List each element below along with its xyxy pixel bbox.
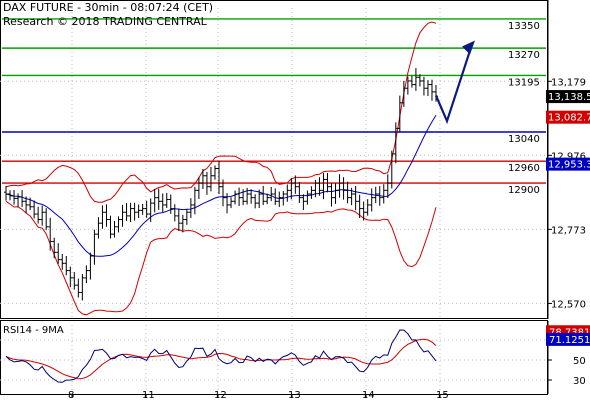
x-axis-label: 14 (362, 390, 375, 400)
rsi-axis-label: 30 (573, 376, 586, 387)
price-bars (4, 68, 438, 301)
moving-average (5, 115, 437, 257)
level-label: 13270 (508, 50, 540, 61)
level-label: 12900 (508, 185, 540, 196)
x-axis-label: 11 (142, 390, 155, 400)
upper-band (5, 21, 437, 203)
x-axis-label: 15 (436, 390, 449, 400)
rsi-panel-frame (0, 320, 548, 395)
rsi-value-label: 78.7381 (549, 327, 590, 338)
x-axis-label: 12 (214, 390, 227, 400)
current-price-label: 13,138.5 (548, 92, 590, 103)
price-axis-label: 12,773 (551, 225, 586, 236)
grid (0, 0, 548, 395)
forecast-arrow-head (462, 40, 475, 55)
lower-band (5, 200, 437, 316)
rsi-title: RSI14 - 9MA (3, 325, 64, 336)
level-label: 13040 (508, 134, 540, 145)
current-price-tag (546, 110, 590, 124)
rsi-line (5, 329, 437, 383)
current-price-tag (546, 157, 590, 171)
level-label: 13350 (508, 21, 540, 32)
chart-subtitle: Research © 2018 TRADING CENTRAL (3, 15, 207, 28)
price-axis-label: 12,570 (551, 299, 586, 310)
price-axis-label: 12,976 (551, 151, 586, 162)
x-axis-label: 13 (288, 390, 301, 400)
level-lines: 13350 13270 13195 13040 12960 12900 (2, 18, 546, 196)
current-price-tag (546, 90, 590, 104)
rsi-ma-line (5, 338, 437, 380)
current-price-label: 12,953.3 (548, 160, 590, 171)
rsi-value-label: 71.1251 (549, 335, 590, 346)
rsi-value-tag (546, 332, 590, 346)
level-label: 13195 (508, 77, 540, 88)
chart-title: DAX FUTURE - 30min - 08:07:24 (CET) (3, 1, 214, 14)
rsi-axis-label: 50 (573, 356, 586, 367)
forecast-arrow (434, 40, 475, 125)
current-price-label: 13,082.7 (548, 113, 590, 124)
bollinger-bands (5, 21, 437, 316)
price-axis-label: 13,179 (551, 77, 586, 88)
level-label: 12960 (508, 163, 540, 174)
x-axis-label: 8 (68, 390, 74, 400)
price-labels: 13,138.5 13,082.7 12,953.3 (546, 90, 590, 171)
forecast-arrow-line (434, 44, 474, 125)
